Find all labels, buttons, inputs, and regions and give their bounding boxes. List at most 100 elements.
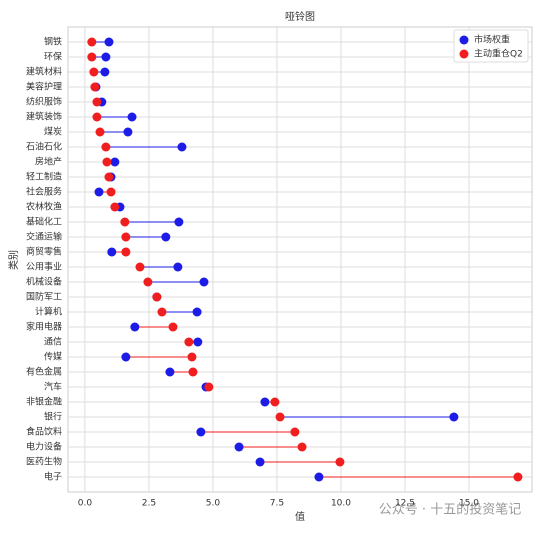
dot — [255, 457, 265, 467]
y-tick-label: 有色金属 — [26, 366, 62, 378]
dot — [314, 472, 324, 482]
y-tick-label: 交通运输 — [26, 231, 62, 243]
dot — [120, 217, 130, 227]
y-tick-label: 通信 — [44, 336, 62, 348]
x-tick-label: 2.5 — [142, 499, 156, 509]
dot — [92, 97, 102, 107]
y-tick-label: 轻工制造 — [26, 171, 62, 183]
dot — [121, 232, 131, 242]
y-tick-label: 纺织服饰 — [26, 96, 62, 108]
dot — [101, 142, 111, 152]
y-tick-label: 医药生物 — [26, 456, 62, 468]
y-tick-label: 商贸零售 — [26, 246, 62, 258]
dot — [174, 217, 184, 227]
dot — [161, 232, 171, 242]
x-tick-label: 12.5 — [395, 499, 415, 509]
dot — [260, 397, 270, 407]
dot — [152, 292, 162, 302]
dot — [123, 127, 133, 137]
watermark: 公众号 · 十五的投资笔记 — [379, 502, 521, 518]
y-tick-label: 环保 — [44, 51, 62, 63]
dot — [275, 412, 285, 422]
legend-marker — [459, 49, 469, 59]
y-tick-label: 非银金融 — [26, 396, 62, 408]
y-tick-label: 美容护理 — [26, 81, 62, 93]
x-tick-label: 5.0 — [206, 499, 221, 509]
dot — [297, 442, 307, 452]
dot — [192, 307, 202, 317]
x-tick-label: 10.0 — [331, 499, 351, 509]
dot — [187, 352, 197, 362]
legend — [453, 29, 529, 63]
dot — [177, 142, 187, 152]
y-tick-label: 石油石化 — [26, 141, 62, 153]
dot — [157, 307, 167, 317]
x-tick-label: 0.0 — [78, 499, 93, 509]
y-tick-label: 汽车 — [44, 381, 62, 393]
legend-marker — [459, 35, 469, 45]
y-tick-label: 建筑装饰 — [26, 111, 62, 123]
dot — [107, 247, 117, 257]
dot — [143, 277, 153, 287]
y-tick-label: 社会服务 — [26, 186, 62, 198]
dot — [193, 337, 203, 347]
dot — [270, 397, 280, 407]
dot — [513, 472, 523, 482]
y-tick-label: 食品饮料 — [26, 426, 62, 438]
dot — [165, 367, 175, 377]
dot — [196, 427, 206, 437]
y-tick-label: 计算机 — [35, 306, 62, 318]
y-tick-label: 国防军工 — [26, 291, 62, 303]
y-tick-label: 农林牧渔 — [26, 201, 62, 213]
y-tick-label: 家用电器 — [26, 321, 62, 333]
dot — [95, 127, 105, 137]
dot — [168, 322, 178, 332]
dot — [127, 112, 137, 122]
dot — [121, 247, 131, 257]
y-tick-label: 银行 — [44, 411, 62, 423]
dot — [204, 382, 214, 392]
x-axis-label: 值 — [295, 510, 305, 523]
dot — [104, 172, 114, 182]
y-tick-label: 建筑材料 — [26, 66, 62, 78]
dot — [234, 442, 244, 452]
dot — [102, 157, 112, 167]
dot — [87, 52, 97, 62]
dot — [184, 337, 194, 347]
y-tick-label: 煤炭 — [44, 126, 62, 138]
y-tick-label: 机械设备 — [26, 276, 62, 288]
y-tick-label: 传媒 — [44, 351, 62, 363]
plot-area — [67, 26, 533, 493]
dot — [110, 202, 120, 212]
dot — [100, 67, 110, 77]
legend-label: 主动重仓Q2 — [474, 48, 523, 60]
y-axis-label: 类别 — [7, 250, 20, 270]
y-tick-label: 公用事业 — [26, 261, 62, 273]
legend-label: 市场权重 — [474, 34, 510, 46]
x-tick-label: 15.0 — [459, 499, 479, 509]
dot — [89, 67, 99, 77]
dot — [90, 82, 100, 92]
dot — [135, 262, 145, 272]
dot — [92, 112, 102, 122]
x-tick-label: 7.5 — [270, 499, 284, 509]
dot — [188, 367, 198, 377]
dot — [94, 187, 104, 197]
dot — [87, 37, 97, 47]
dot — [449, 412, 459, 422]
y-tick-label: 钢铁 — [44, 36, 62, 48]
dot — [290, 427, 300, 437]
dot — [121, 352, 131, 362]
dot — [104, 37, 114, 47]
y-tick-label: 房地产 — [35, 156, 62, 168]
y-tick-label: 电力设备 — [26, 441, 62, 453]
dot — [106, 187, 116, 197]
dot — [130, 322, 140, 332]
y-tick-label: 电子 — [44, 471, 62, 483]
chart-title: 哑铃图 — [285, 10, 315, 23]
y-tick-label: 基础化工 — [26, 216, 62, 228]
dot — [335, 457, 345, 467]
dot — [199, 277, 209, 287]
dot — [173, 262, 183, 272]
